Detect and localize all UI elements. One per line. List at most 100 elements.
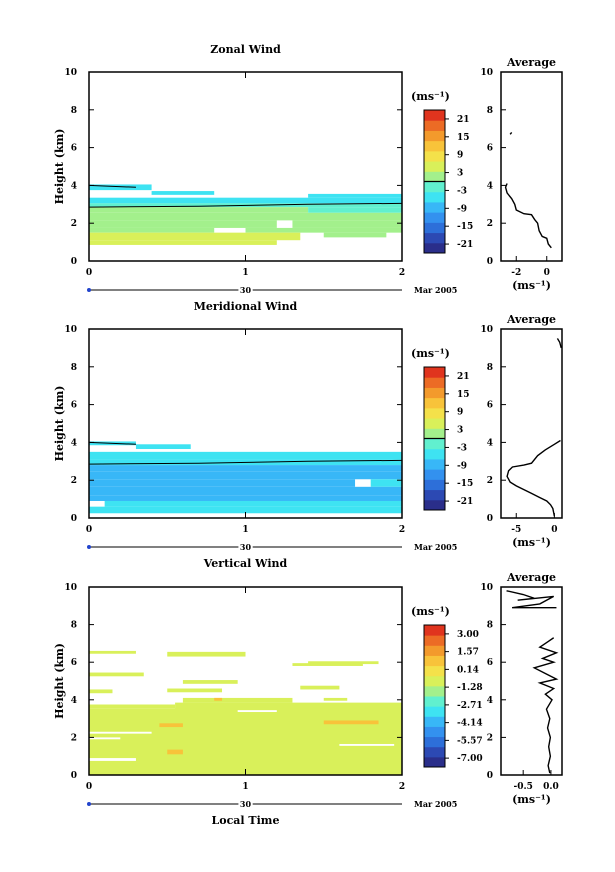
x-tick-label: 1 (242, 525, 248, 535)
heatmap-cell (89, 731, 152, 734)
heatmap-cell (182, 680, 238, 684)
zero-contour (88, 459, 403, 465)
y-tick-label: 8 (71, 106, 77, 116)
colorbar-tick-label: -5.57 (457, 736, 483, 746)
profile-line-upper (556, 338, 562, 349)
heatmap-cell (308, 661, 379, 665)
y-tick-label: 0 (71, 514, 77, 524)
heatmap-cell (89, 708, 402, 775)
zero-contour (88, 441, 136, 445)
colorbar-swatch (424, 665, 445, 677)
heatmap-cell (151, 191, 215, 195)
panel-title: Meridional Wind (194, 300, 298, 313)
profile-x-tick-label: -0.5 (513, 782, 532, 792)
profile-x-tick-label: 0 (551, 525, 557, 535)
profile-y-tick-label: 6 (487, 658, 493, 668)
colorbar-tick-label: -3 (457, 443, 467, 453)
heatmap-cells (89, 184, 402, 245)
heatmap-cell (167, 749, 183, 755)
x-tick-label: 1 (242, 268, 248, 278)
colorbar-tick-label: 3 (457, 169, 463, 179)
profile-line-upper (506, 590, 557, 609)
y-tick-label: 6 (71, 658, 77, 668)
colorbar-swatch (424, 756, 445, 768)
colorbar-tick-label: -9 (457, 204, 467, 214)
colorbar-swatch (424, 458, 445, 470)
colorbar-tick-label: 21 (457, 372, 470, 382)
colorbar-swatch (424, 489, 445, 501)
profile-line-upper (509, 132, 513, 135)
profile-y-tick-label: 10 (480, 583, 493, 593)
x-tick-label: 1 (242, 782, 248, 792)
profile-line (504, 183, 552, 249)
date-day-label: 30 (240, 542, 252, 552)
heatmap-cell (89, 240, 277, 245)
date-day-label: 30 (240, 799, 252, 809)
profile-y-tick-label: 8 (487, 621, 493, 631)
y-tick-label: 4 (71, 438, 77, 448)
profile-y-tick-label: 4 (487, 438, 493, 448)
colorbar-tick-label: -2.71 (457, 701, 483, 711)
heatmap-cells (89, 650, 402, 775)
colorbar-tick-label: -7.00 (457, 754, 483, 764)
colorbar-swatch (424, 161, 445, 172)
colorbar-swatch (424, 201, 445, 213)
y-axis-label: Height (km) (53, 386, 66, 462)
heatmap-cell (323, 720, 379, 725)
profile-y-tick-label: 6 (487, 144, 493, 154)
heatmap-cell (89, 471, 402, 480)
colorbar-swatch (424, 438, 445, 450)
zero-contour (88, 184, 136, 188)
colorbar-swatch (424, 140, 445, 152)
heatmap-cell (214, 697, 223, 701)
heatmap-cell (135, 444, 191, 450)
colorbar-swatch (424, 387, 445, 399)
colorbar-swatch (424, 499, 445, 511)
colorbar-swatch (424, 655, 445, 667)
average-profile: Average 0 2 4 6 8 10 -0.5 0.0(ms⁻¹) (480, 571, 563, 806)
heatmap-cell (89, 232, 301, 241)
colorbar-unit: (ms⁻¹) (411, 347, 450, 360)
y-tick-label: 2 (71, 733, 77, 743)
y-tick-label: 8 (71, 621, 77, 631)
heatmap-cell (339, 743, 395, 746)
y-tick-label: 10 (64, 68, 77, 78)
colorbar-tick-label: -1.28 (457, 683, 483, 693)
colorbar-swatch (424, 675, 445, 687)
colorbar-frame (423, 624, 446, 768)
colorbar-tick-label: 9 (457, 151, 463, 161)
heatmap-cell (159, 723, 183, 728)
heatmap-cells (89, 441, 403, 514)
date-marker (87, 288, 91, 292)
profile-y-tick-label: 10 (480, 325, 493, 335)
y-tick-label: 10 (64, 583, 77, 593)
heatmap-cell (89, 689, 113, 694)
x-tick-label: 2 (399, 782, 405, 792)
profile-y-tick-label: 8 (487, 363, 493, 373)
y-tick-label: 0 (71, 771, 77, 781)
profile-frame (500, 586, 563, 776)
heatmap-cell (292, 220, 402, 228)
colorbar-swatch (424, 191, 445, 203)
profile-frame (500, 328, 563, 519)
y-tick-label: 6 (71, 401, 77, 411)
profile-y-tick-label: 4 (487, 181, 493, 191)
heatmap-cell (104, 500, 403, 507)
colorbar-tick-label: -3 (457, 186, 467, 196)
colorbar-swatch (424, 181, 445, 193)
heatmap-cell (89, 220, 277, 228)
colorbar-swatch (424, 120, 445, 131)
colorbar-swatch (424, 222, 445, 234)
profile-y-tick-label: 8 (487, 106, 493, 116)
colorbar-swatch (424, 397, 445, 409)
colorbar-swatch (424, 428, 445, 439)
colorbar-swatch (424, 696, 445, 707)
colorbar-swatch (424, 736, 445, 748)
profile-y-tick-label: 0 (487, 771, 493, 781)
heatmap-cell (175, 702, 402, 711)
date-month-label: Mar 2005 (414, 285, 457, 295)
x-tick-label: 0 (86, 525, 92, 535)
